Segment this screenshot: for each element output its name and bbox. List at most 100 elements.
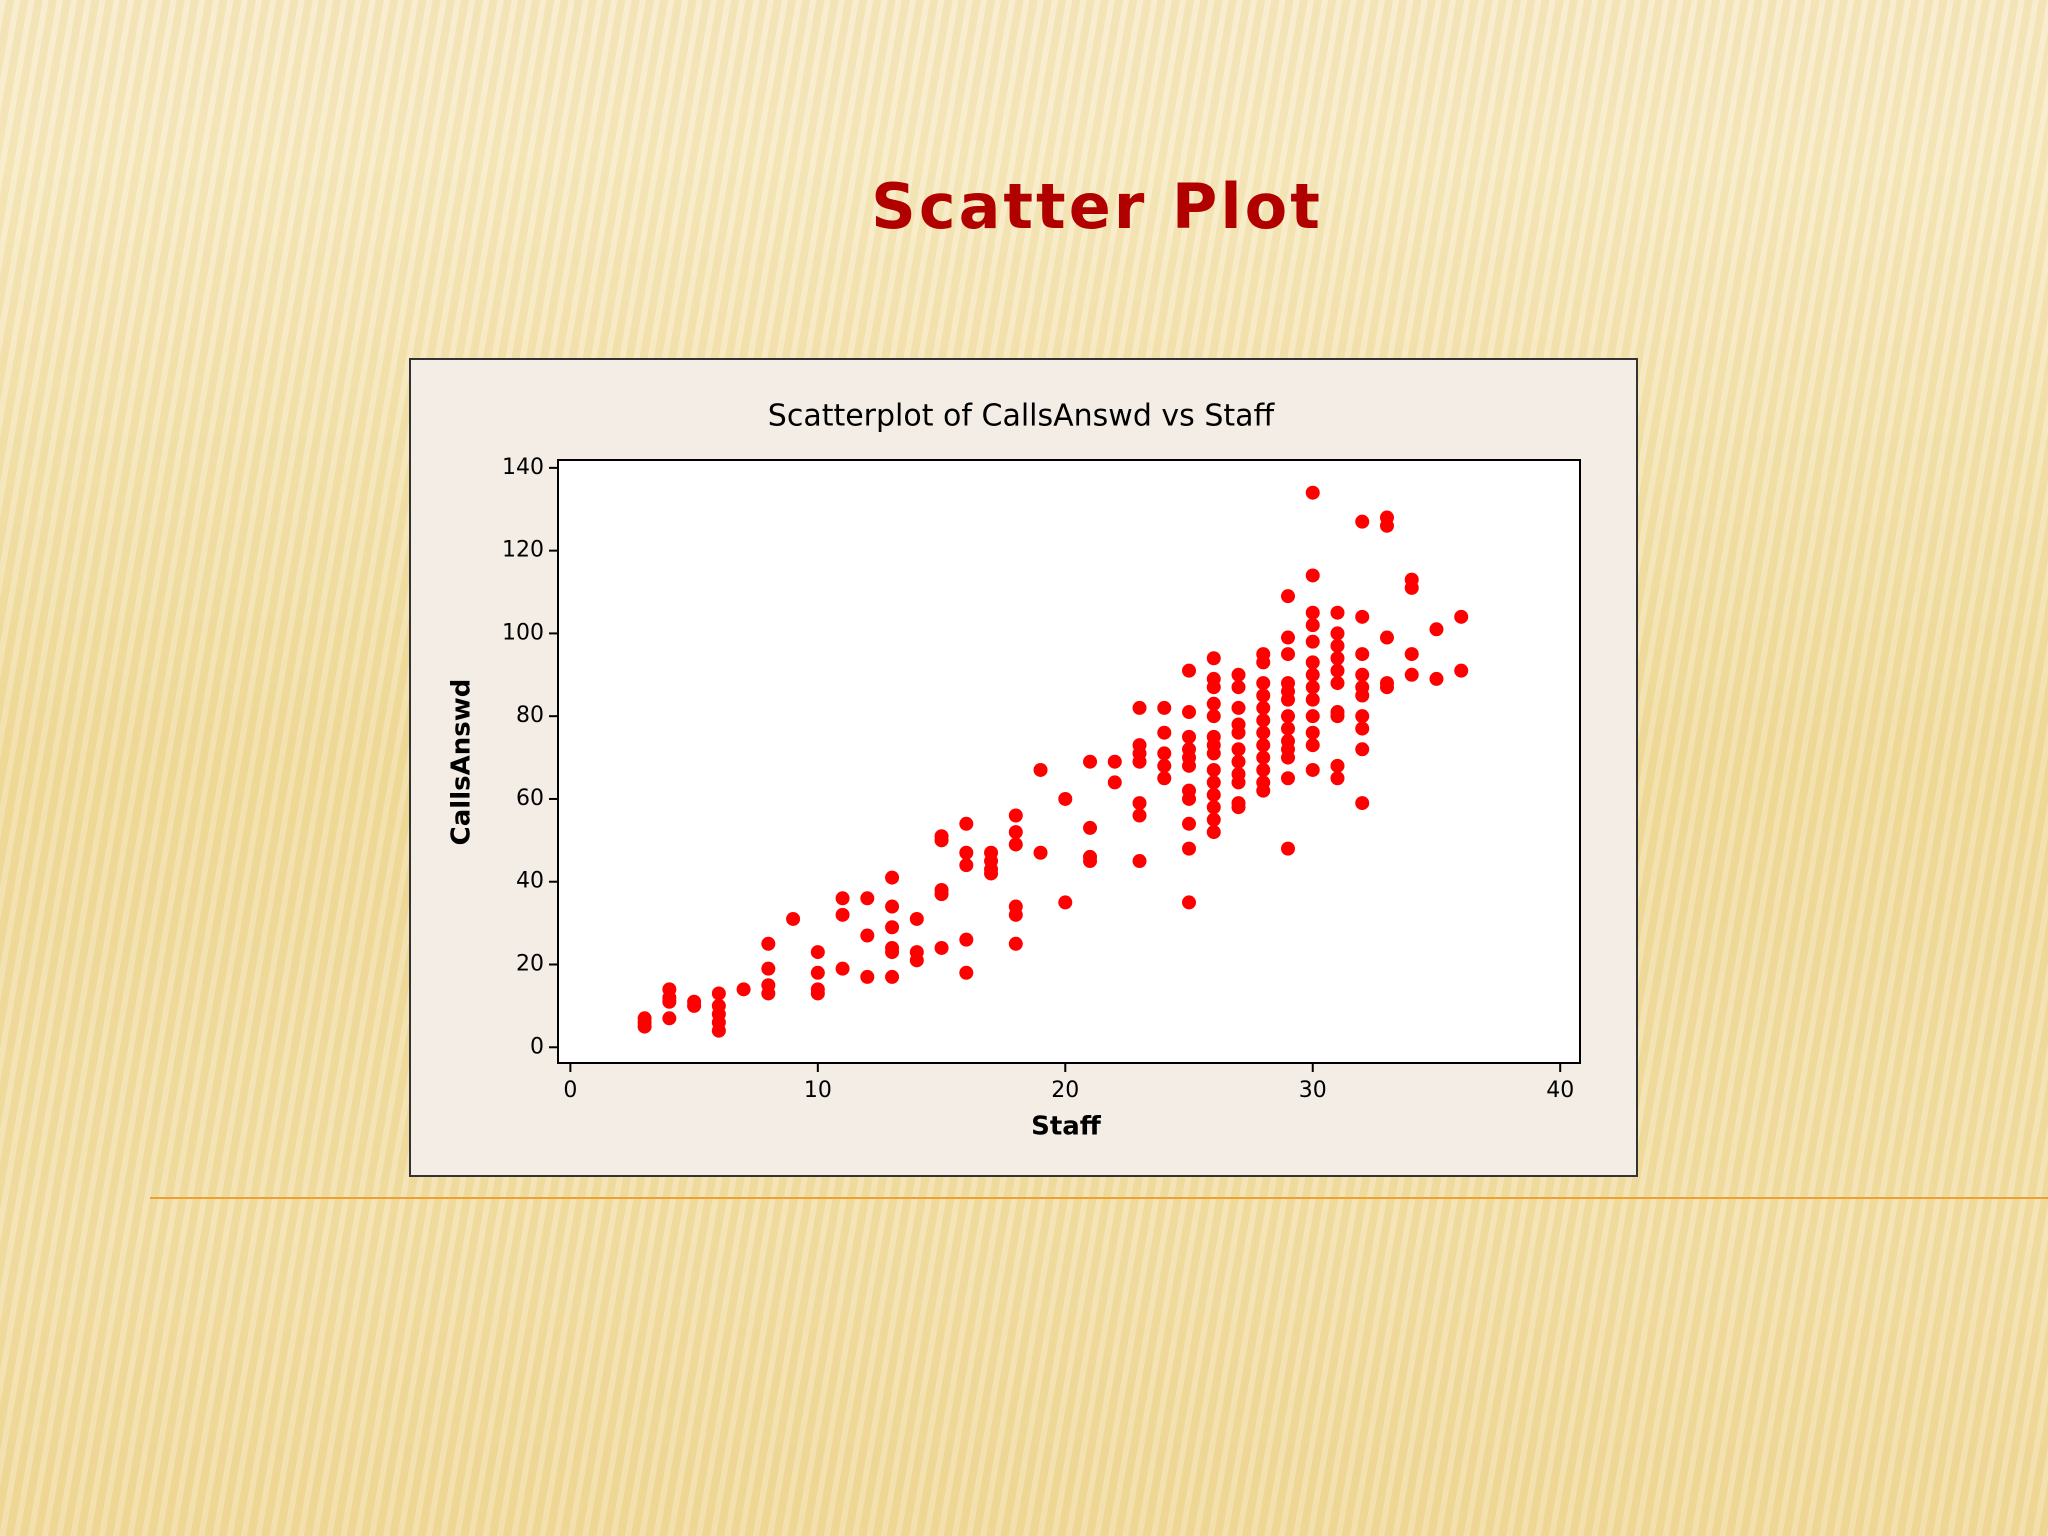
point <box>1355 721 1370 736</box>
point <box>1157 758 1172 773</box>
point <box>1083 854 1098 869</box>
point <box>1157 700 1172 715</box>
point <box>687 998 702 1013</box>
point <box>1182 841 1197 856</box>
point <box>1231 667 1246 682</box>
point <box>1256 738 1271 753</box>
point <box>1281 721 1295 736</box>
point <box>1083 754 1098 769</box>
point <box>835 891 850 906</box>
point <box>959 816 974 831</box>
point <box>1132 808 1147 823</box>
point <box>1182 816 1197 831</box>
y-tick-label: 100 <box>502 620 544 645</box>
point <box>1231 754 1246 769</box>
point <box>885 899 900 914</box>
point <box>1107 775 1122 790</box>
point <box>909 953 924 968</box>
point <box>761 986 776 1001</box>
point <box>1305 634 1320 649</box>
point <box>1206 800 1221 815</box>
point <box>1182 729 1197 744</box>
point <box>1182 895 1197 910</box>
point <box>1330 651 1345 666</box>
point <box>1256 783 1271 798</box>
point <box>909 911 924 926</box>
point <box>1206 680 1221 695</box>
point <box>1379 518 1394 533</box>
x-tick-label: 40 <box>1546 1078 1574 1103</box>
point <box>662 1011 677 1026</box>
point <box>860 928 875 943</box>
point <box>885 920 900 935</box>
y-tick-label: 120 <box>502 538 544 563</box>
point <box>1379 630 1394 645</box>
point <box>1231 725 1246 740</box>
point <box>1058 791 1073 806</box>
point <box>1305 692 1320 707</box>
point <box>959 932 974 947</box>
point <box>761 936 776 951</box>
point <box>662 994 677 1009</box>
point <box>1305 568 1320 583</box>
point <box>1231 680 1246 695</box>
point <box>1305 725 1320 740</box>
point <box>835 961 850 976</box>
point <box>1256 725 1271 740</box>
x-tick-label: 10 <box>804 1078 832 1103</box>
point <box>761 961 776 976</box>
point <box>1256 713 1271 728</box>
point <box>1355 688 1370 703</box>
point <box>1355 514 1370 529</box>
point <box>711 1023 726 1038</box>
point <box>1083 820 1098 835</box>
point <box>1132 854 1147 869</box>
point <box>1429 671 1444 686</box>
point <box>984 866 999 881</box>
point <box>885 945 900 960</box>
point <box>1330 709 1345 724</box>
point <box>1355 709 1370 724</box>
point <box>1206 825 1221 840</box>
point <box>1206 812 1221 827</box>
point <box>1206 746 1221 761</box>
point <box>1330 605 1345 620</box>
x-tick-label: 30 <box>1299 1078 1327 1103</box>
point <box>934 940 949 955</box>
point <box>1157 725 1172 740</box>
point <box>1206 787 1221 802</box>
point <box>860 969 875 984</box>
y-tick-label: 60 <box>516 786 544 811</box>
point <box>1305 709 1320 724</box>
point <box>1281 841 1295 856</box>
point <box>1429 622 1444 637</box>
point <box>1132 700 1147 715</box>
point <box>1355 609 1370 624</box>
point <box>1008 907 1023 922</box>
point <box>1330 676 1345 691</box>
point <box>1182 758 1197 773</box>
point <box>1404 647 1419 662</box>
point <box>1281 750 1295 765</box>
point <box>1355 742 1370 757</box>
point <box>1330 758 1345 773</box>
point <box>1281 647 1295 662</box>
point <box>1330 663 1345 678</box>
point <box>1008 808 1023 823</box>
point <box>1008 837 1023 852</box>
point <box>959 858 974 873</box>
point <box>1008 936 1023 951</box>
point <box>1305 738 1320 753</box>
point <box>1305 485 1320 500</box>
point <box>959 965 974 980</box>
point <box>1206 709 1221 724</box>
point <box>1355 796 1370 811</box>
y-tick-label: 140 <box>502 455 544 480</box>
point <box>810 965 825 980</box>
y-tick-label: 40 <box>516 869 544 894</box>
point <box>1157 746 1172 761</box>
point <box>1404 667 1419 682</box>
point <box>1305 655 1320 670</box>
point <box>1256 700 1271 715</box>
point <box>1256 676 1271 691</box>
